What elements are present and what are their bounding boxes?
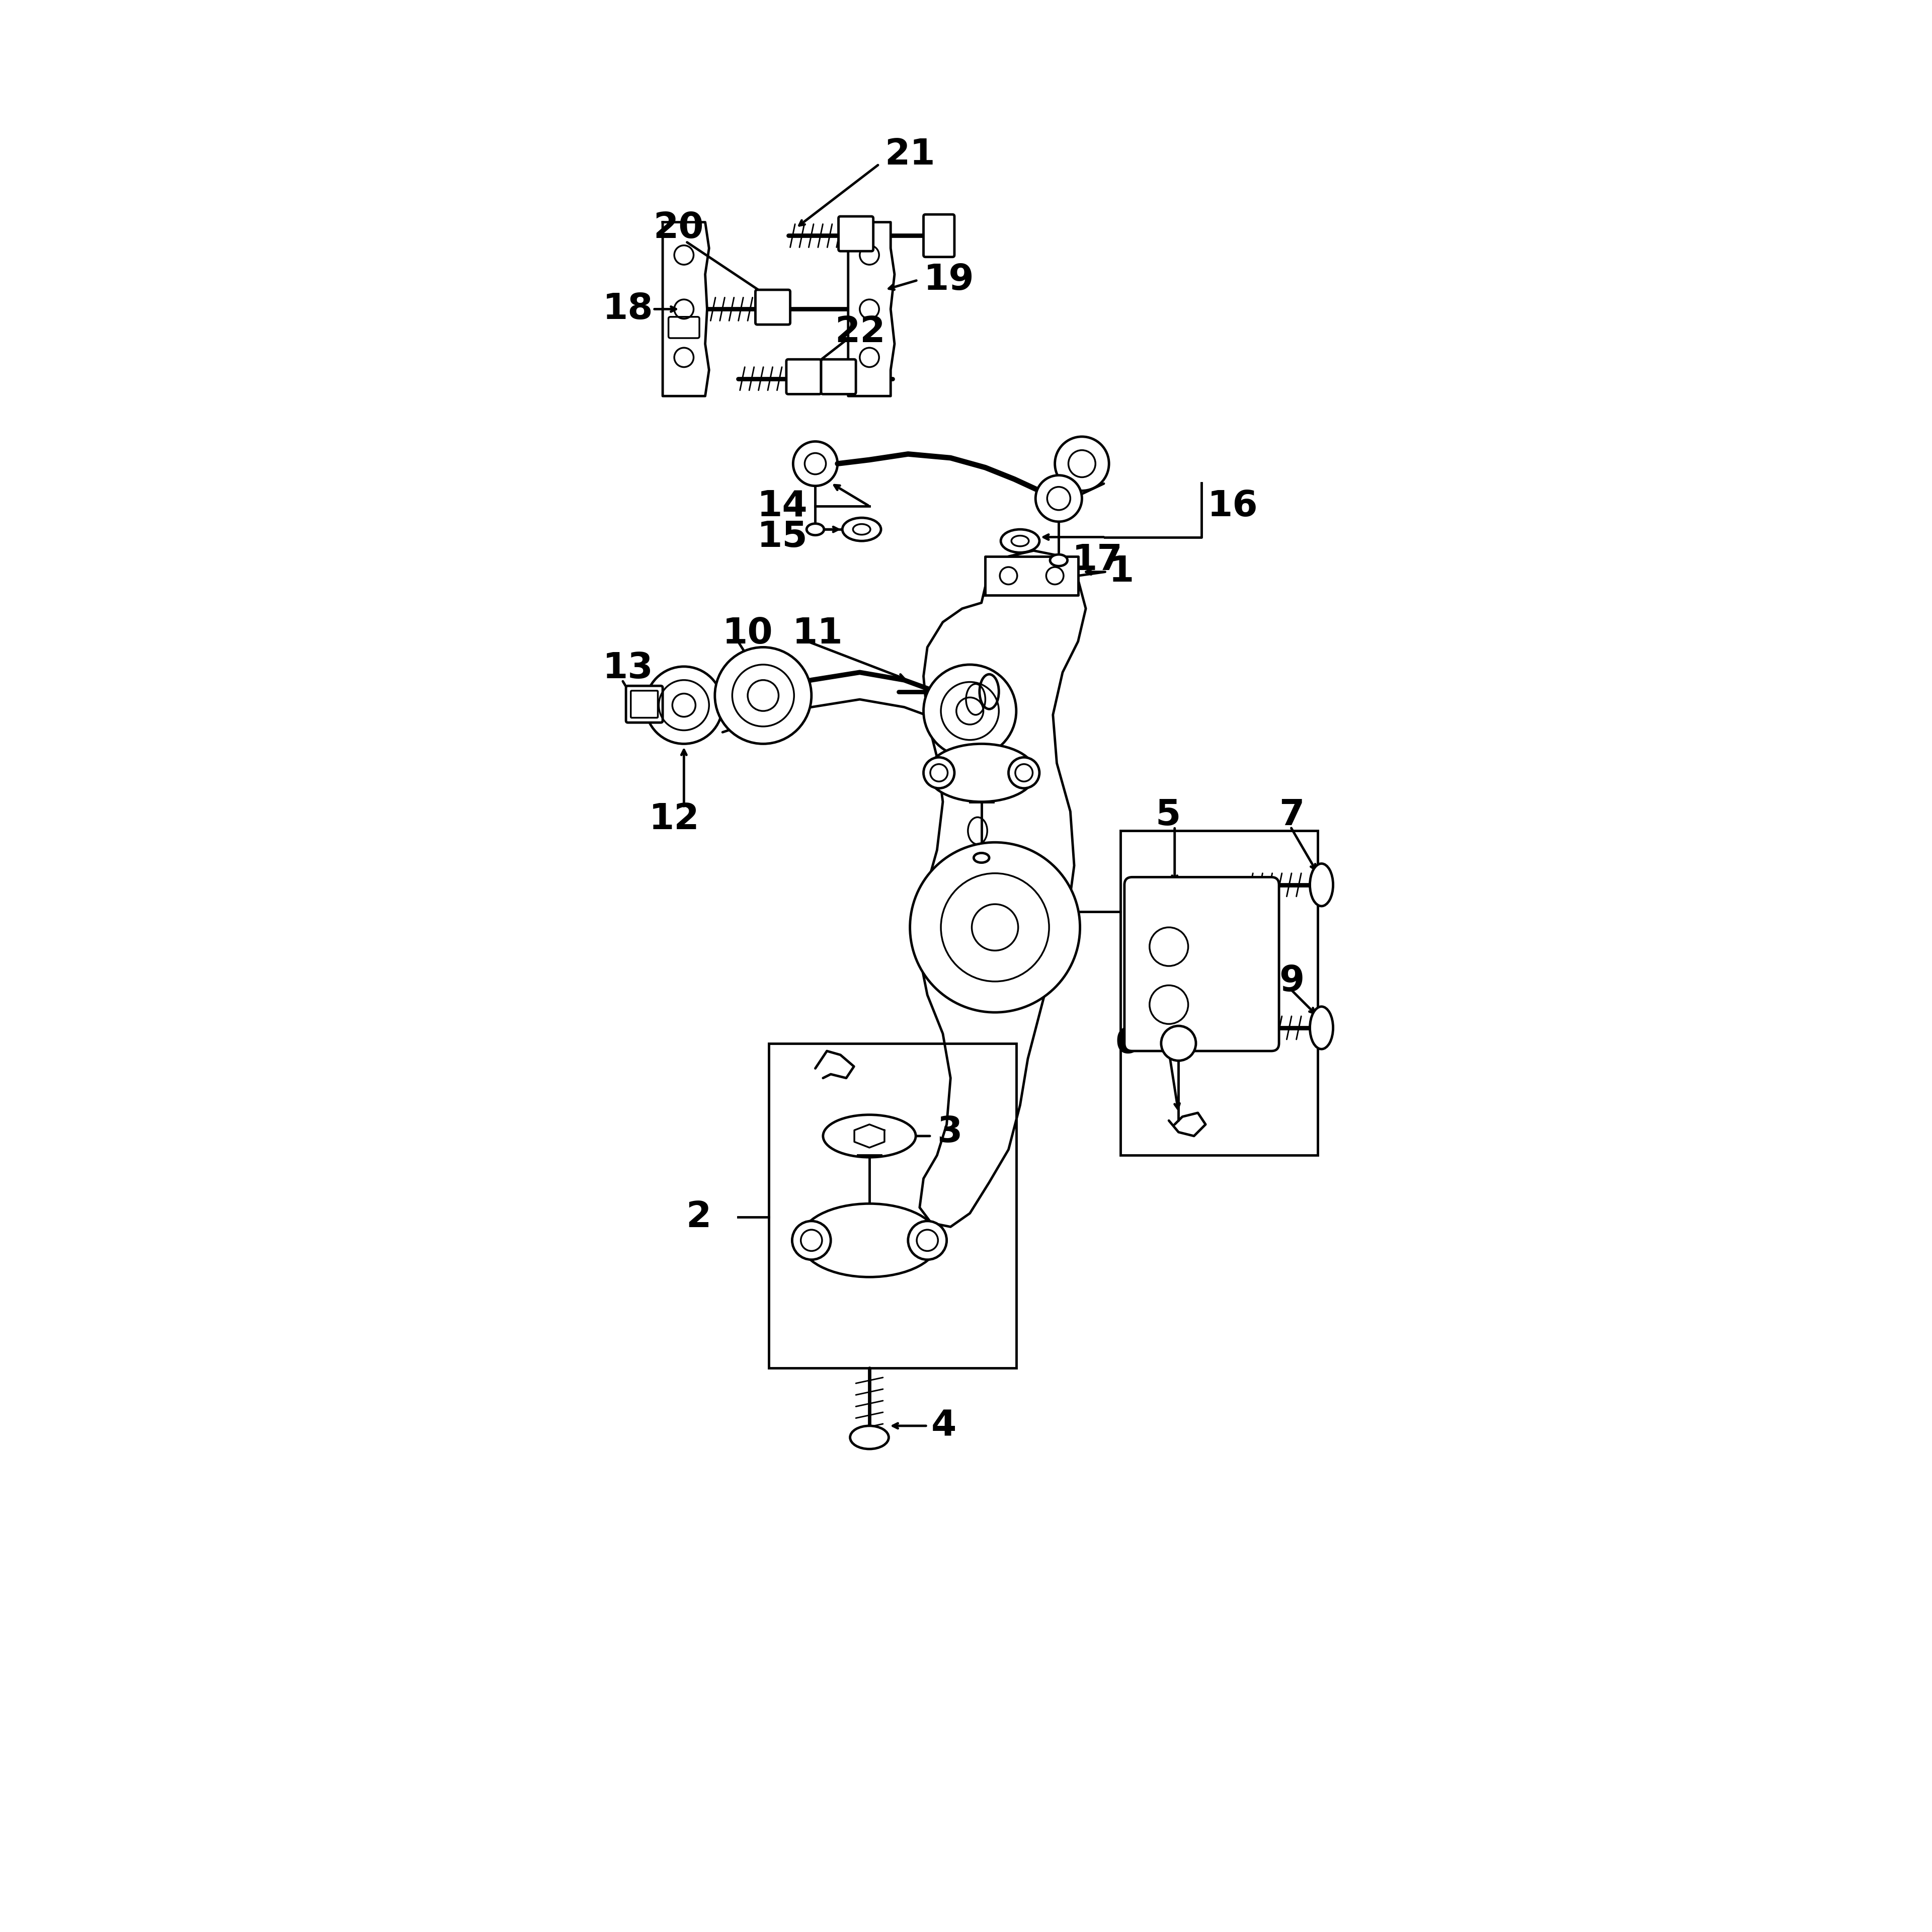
Text: 17: 17 <box>1072 543 1122 578</box>
Circle shape <box>1161 1026 1196 1061</box>
Ellipse shape <box>927 744 1036 802</box>
Polygon shape <box>663 222 709 396</box>
Text: 15: 15 <box>757 520 808 554</box>
Polygon shape <box>723 672 976 746</box>
Circle shape <box>715 647 811 744</box>
Polygon shape <box>848 222 895 396</box>
Circle shape <box>645 667 723 744</box>
Text: 20: 20 <box>653 211 703 245</box>
Text: 3: 3 <box>937 1115 962 1150</box>
Text: 8: 8 <box>999 937 1024 972</box>
Text: 22: 22 <box>835 315 885 350</box>
Circle shape <box>1036 475 1082 522</box>
FancyBboxPatch shape <box>821 359 856 394</box>
Text: 14: 14 <box>757 489 808 524</box>
Ellipse shape <box>974 854 989 862</box>
Text: 21: 21 <box>885 137 935 172</box>
Bar <box>769 1043 1016 1368</box>
Ellipse shape <box>842 518 881 541</box>
Circle shape <box>792 442 838 487</box>
Circle shape <box>792 1221 831 1260</box>
Polygon shape <box>985 556 1078 595</box>
FancyBboxPatch shape <box>755 290 790 325</box>
Text: 5: 5 <box>1155 798 1180 833</box>
Circle shape <box>908 1221 947 1260</box>
Circle shape <box>1009 757 1039 788</box>
Ellipse shape <box>1310 864 1333 906</box>
Ellipse shape <box>850 1426 889 1449</box>
FancyBboxPatch shape <box>1124 877 1279 1051</box>
Text: 9: 9 <box>1279 964 1304 999</box>
Circle shape <box>1055 437 1109 491</box>
Text: 7: 7 <box>1279 798 1304 833</box>
Text: 18: 18 <box>603 292 653 327</box>
Text: 1: 1 <box>1109 554 1134 589</box>
Circle shape <box>923 665 1016 757</box>
Ellipse shape <box>808 524 825 535</box>
FancyBboxPatch shape <box>923 214 954 257</box>
FancyBboxPatch shape <box>786 359 821 394</box>
Ellipse shape <box>1310 1007 1333 1049</box>
FancyBboxPatch shape <box>626 686 663 723</box>
Ellipse shape <box>823 1115 916 1157</box>
Text: 12: 12 <box>649 802 699 837</box>
Polygon shape <box>918 551 1086 1227</box>
Ellipse shape <box>1049 554 1066 566</box>
Text: 11: 11 <box>792 616 842 651</box>
Ellipse shape <box>800 1204 939 1277</box>
Ellipse shape <box>964 680 999 703</box>
FancyBboxPatch shape <box>838 216 873 251</box>
Text: 13: 13 <box>603 651 653 686</box>
Circle shape <box>910 842 1080 1012</box>
Text: 2: 2 <box>686 1200 711 1235</box>
Text: 16: 16 <box>1208 489 1258 524</box>
Text: 10: 10 <box>723 616 773 651</box>
Bar <box>1121 831 1318 1155</box>
Ellipse shape <box>980 674 999 709</box>
Text: 4: 4 <box>931 1408 956 1443</box>
Circle shape <box>923 757 954 788</box>
Text: 19: 19 <box>923 263 974 298</box>
Ellipse shape <box>1001 529 1039 553</box>
Text: 6: 6 <box>1115 1026 1140 1061</box>
